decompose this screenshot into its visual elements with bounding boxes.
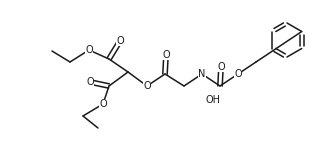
- Text: O: O: [162, 50, 170, 60]
- Text: O: O: [143, 81, 151, 91]
- Text: O: O: [116, 36, 124, 46]
- Text: O: O: [86, 77, 94, 87]
- Text: N: N: [198, 69, 206, 79]
- Text: O: O: [217, 62, 225, 72]
- Text: OH: OH: [206, 95, 220, 105]
- Text: O: O: [85, 45, 93, 55]
- Text: O: O: [99, 99, 107, 109]
- Text: O: O: [234, 69, 242, 79]
